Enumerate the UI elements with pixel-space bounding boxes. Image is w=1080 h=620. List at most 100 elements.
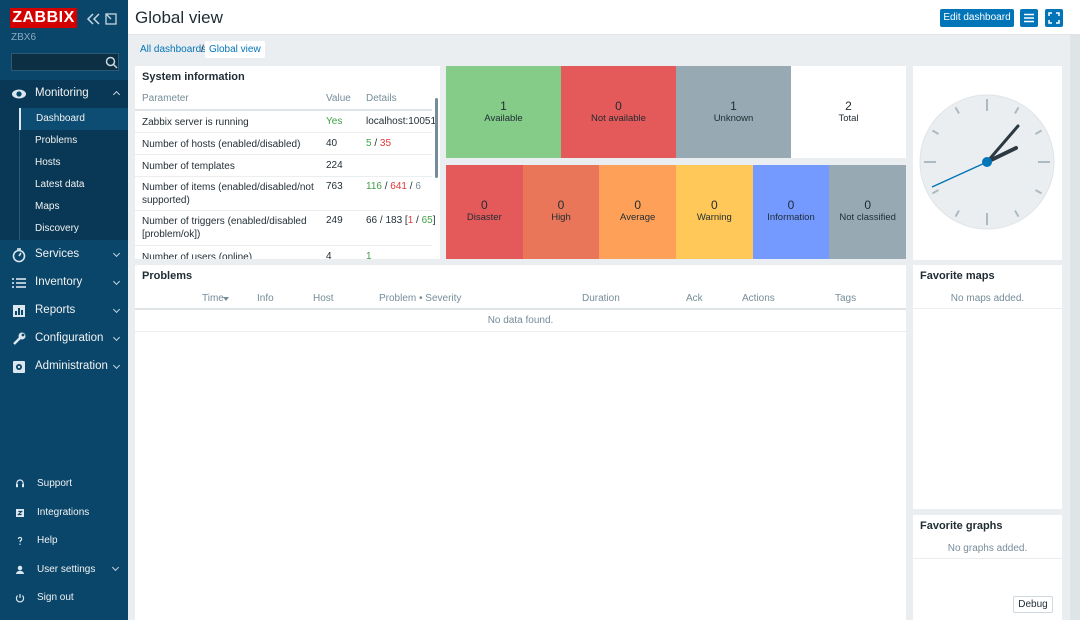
severity-count: 0 [864, 198, 871, 212]
submenu-label: Maps [35, 201, 60, 212]
empty-message: No maps added. [950, 293, 1025, 304]
details-part: localhost:10051 [366, 116, 437, 127]
details-cell: 116 / 641 / 6 [366, 181, 421, 192]
availability-count: 2 [845, 99, 852, 113]
system-information-widget: System information Parameter Value Details Z… [135, 66, 440, 259]
submenu-item[interactable]: Problems [19, 130, 128, 152]
chevron [112, 361, 121, 370]
breadcrumb-separator: / [201, 44, 204, 55]
menu-label: Support [37, 478, 73, 489]
bottom-menu-item[interactable]: Help [0, 532, 128, 554]
table-row: Number of users (online) 4 1 [135, 246, 432, 259]
value-cell: 224 [326, 160, 343, 171]
column-header[interactable]: Actions [742, 293, 775, 304]
chevron [111, 563, 120, 571]
column-header[interactable]: Duration [582, 293, 620, 304]
submenu-label: Latest data [35, 179, 85, 190]
menu-item[interactable]: Inventory [0, 269, 128, 297]
submenu-item[interactable]: Maps [19, 196, 128, 218]
details-part: 6 [415, 181, 421, 192]
menu-label: Inventory [35, 276, 83, 288]
column-header[interactable]: Host [313, 293, 334, 304]
severity-count: 0 [634, 198, 641, 212]
chevron [112, 277, 121, 286]
details-part: 66 / 183 [ [366, 215, 408, 226]
breadcrumb-current[interactable]: Global view [205, 41, 265, 58]
menu-item[interactable]: Configuration [0, 325, 128, 353]
header: Global view Edit dashboard [128, 0, 1080, 35]
severity-label: Information [767, 212, 815, 223]
bottom-menu-item[interactable]: Sign out [0, 589, 128, 611]
search-icon [105, 56, 118, 69]
submenu-item[interactable]: Dashboard [19, 108, 128, 130]
parameter-cell: Number of triggers (enabled/disabled [pr… [142, 216, 307, 240]
menu-item[interactable]: Services [0, 241, 128, 269]
details-part: / [371, 138, 380, 149]
menu-icon [17, 536, 23, 545]
details-cell: 66 / 183 [1 / 65] [366, 215, 436, 226]
menu-item[interactable]: Monitoring [0, 80, 128, 108]
availability-cell: 1 Available [446, 66, 561, 158]
debug-button[interactable]: Debug [1013, 596, 1053, 613]
menu-icon [16, 565, 24, 574]
submenu-item[interactable]: Discovery [19, 218, 128, 240]
column-header[interactable]: Problem • Severity [379, 293, 462, 304]
availability-cell: 0 Not available [561, 66, 676, 158]
breadcrumb-link[interactable]: All dashboards [140, 44, 207, 55]
details-cell: 5 / 35 [366, 138, 391, 149]
submenu-label: Dashboard [36, 113, 85, 124]
menu-icon [13, 332, 26, 345]
details-part: 5 [366, 138, 372, 149]
header-line [135, 109, 432, 111]
table-row: Number of triggers (enabled/disabled [pr… [135, 211, 436, 246]
table-row: Zabbix server is running Yes localhost:100… [135, 111, 436, 133]
table-row: Number of hosts (enabled/disabled) 40 5 / … [135, 133, 432, 155]
availability-label: Unknown [713, 113, 754, 124]
edit-dashboard-button[interactable]: Edit dashboard [940, 9, 1014, 27]
bottom-menu-item[interactable]: Support [0, 475, 128, 497]
column-header[interactable]: Tags [835, 293, 857, 304]
column-header: Details [366, 93, 397, 104]
menu-item[interactable]: Reports [0, 297, 128, 325]
severity-cell: 0 High [522, 165, 600, 259]
page-title: Global view [135, 8, 223, 27]
column-header[interactable]: Time [202, 293, 224, 304]
availability-count: 0 [615, 99, 622, 113]
chevron [112, 333, 121, 342]
severity-label: Warning [696, 212, 732, 223]
bottom-menu-item[interactable]: User settings [0, 561, 128, 583]
logo: ZABBIX [10, 8, 77, 28]
column-header: Parameter [142, 93, 189, 104]
fullscreen-button[interactable] [1045, 9, 1063, 27]
severity-count: 0 [480, 198, 488, 212]
clock-widget [913, 66, 1062, 260]
menu-label: Administration [35, 360, 108, 372]
severity-cell: 0 Disaster [446, 165, 523, 259]
menu-icon [12, 248, 26, 263]
bottom-menu-item[interactable]: Integrations [0, 504, 128, 526]
details-part: / [381, 181, 391, 192]
column-header[interactable]: Ack [686, 293, 703, 304]
details-part: 1 [407, 215, 414, 226]
severity-cell: 0 Average [599, 165, 676, 259]
details-cell: localhost:10051 [366, 116, 436, 127]
details-part: 116 [366, 181, 382, 192]
search-box[interactable] [11, 53, 119, 71]
menu-button[interactable] [1020, 9, 1038, 27]
submenu-item[interactable]: Hosts [19, 152, 128, 174]
menu-label: User settings [37, 563, 96, 575]
submenu-item[interactable]: Latest data [19, 174, 128, 196]
severity-count: 0 [710, 198, 718, 212]
parameter-cell: Number of templates [142, 161, 235, 172]
parameter-cell: Number of items (enabled/disabled/not su… [142, 182, 314, 206]
empty-message: No graphs added. [947, 543, 1028, 554]
menu-label: Help [37, 535, 58, 546]
details-cell: 1 [366, 251, 372, 259]
details-part: 65 [421, 215, 433, 226]
menu-label: Sign out [37, 592, 74, 603]
details-part: / [413, 215, 422, 226]
menu-section-bg [0, 80, 128, 240]
menu-item[interactable]: Administration [0, 353, 128, 381]
column-header[interactable]: Info [257, 293, 274, 304]
